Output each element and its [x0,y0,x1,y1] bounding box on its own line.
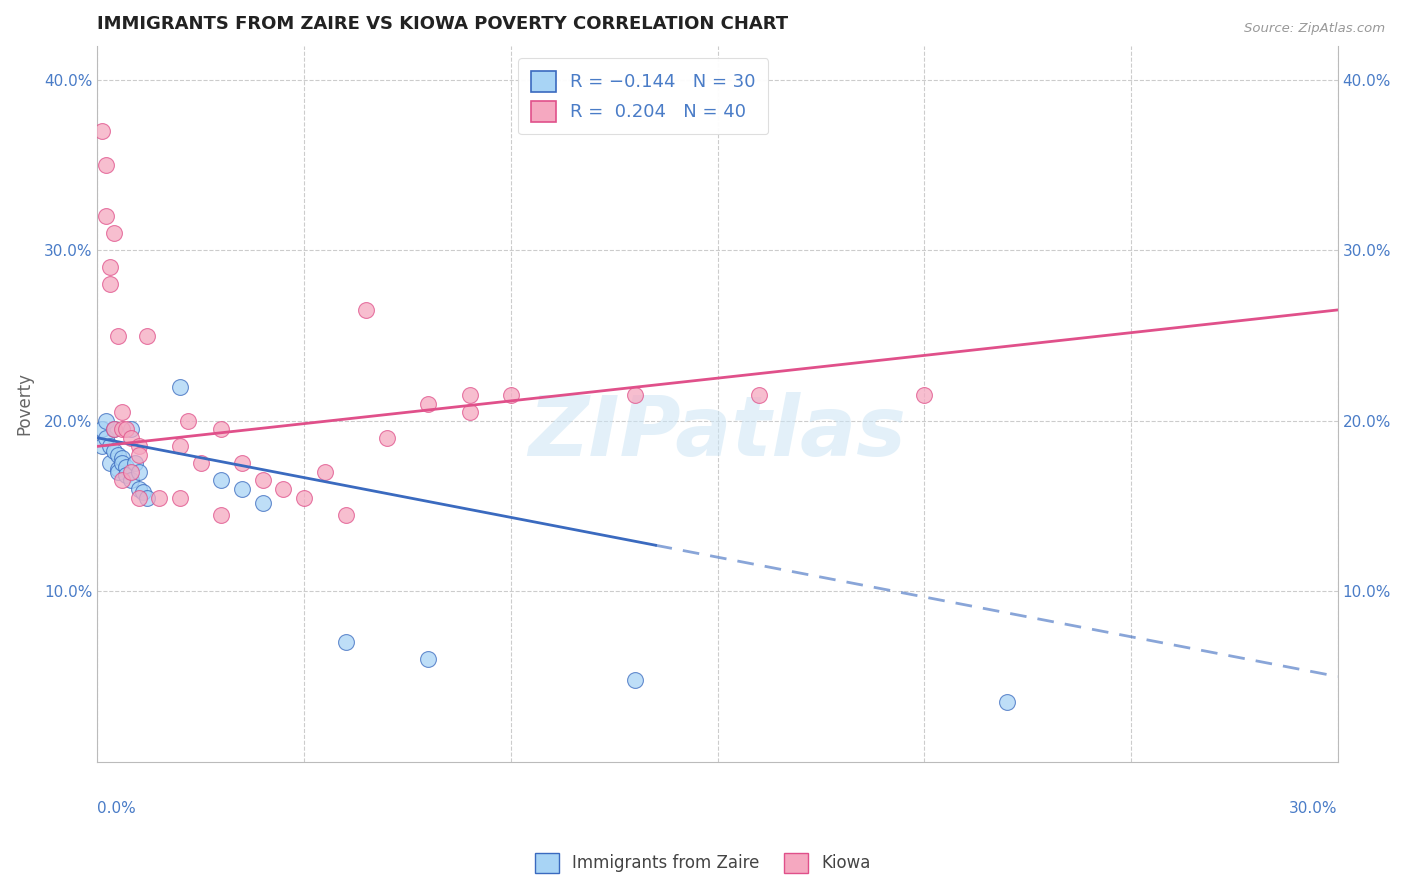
Point [90,124,112,138]
Point [418,652,440,666]
Point [231,457,253,471]
Point [128,465,150,479]
Point [90,422,112,436]
Point [458,405,481,419]
Point [995,695,1018,709]
Point [94,431,117,445]
Point [458,388,481,402]
Point [748,388,770,402]
Point [624,673,647,687]
Point [111,422,134,436]
Point [107,465,129,479]
Point [211,508,233,522]
Y-axis label: Poverty: Poverty [15,372,32,435]
Point [120,465,142,479]
Point [111,474,134,488]
Point [124,457,146,471]
Point [292,491,315,505]
Point [90,439,112,453]
Point [314,465,336,479]
Point [107,328,129,343]
Point [354,302,377,317]
Legend: R = −0.144   N = 30, R =  0.204   N = 40: R = −0.144 N = 30, R = 0.204 N = 40 [517,58,769,135]
Point [273,482,295,496]
Point [190,457,212,471]
Point [98,457,121,471]
Point [103,226,125,240]
Point [98,277,121,292]
Point [120,431,142,445]
Point [136,491,159,505]
Legend: Immigrants from Zaire, Kiowa: Immigrants from Zaire, Kiowa [529,847,877,880]
Point [375,431,398,445]
Text: IMMIGRANTS FROM ZAIRE VS KIOWA POVERTY CORRELATION CHART: IMMIGRANTS FROM ZAIRE VS KIOWA POVERTY C… [97,15,789,33]
Point [169,379,191,393]
Point [107,461,129,475]
Text: ZIPatlas: ZIPatlas [529,392,907,473]
Point [169,491,191,505]
Text: 30.0%: 30.0% [1289,801,1337,816]
Point [128,439,150,453]
Point [169,439,191,453]
Point [912,388,935,402]
Point [94,209,117,223]
Point [211,422,233,436]
Point [128,448,150,462]
Point [115,422,138,436]
Point [120,474,142,488]
Point [252,474,274,488]
Point [115,459,138,474]
Point [107,448,129,462]
Point [103,422,125,436]
Point [499,388,522,402]
Text: 0.0%: 0.0% [97,801,136,816]
Point [231,482,253,496]
Point [128,491,150,505]
Point [115,468,138,483]
Point [103,444,125,458]
Point [252,495,274,509]
Point [94,158,117,172]
Point [120,422,142,436]
Point [98,260,121,275]
Point [98,439,121,453]
Point [136,328,159,343]
Point [94,414,117,428]
Point [335,508,357,522]
Point [177,414,200,428]
Point [624,388,647,402]
Point [335,635,357,649]
Text: Source: ZipAtlas.com: Source: ZipAtlas.com [1244,22,1385,36]
Point [103,422,125,436]
Point [211,474,233,488]
Point [111,451,134,466]
Point [128,482,150,496]
Point [418,397,440,411]
Point [111,405,134,419]
Point [111,457,134,471]
Point [148,491,170,505]
Point [132,485,155,500]
